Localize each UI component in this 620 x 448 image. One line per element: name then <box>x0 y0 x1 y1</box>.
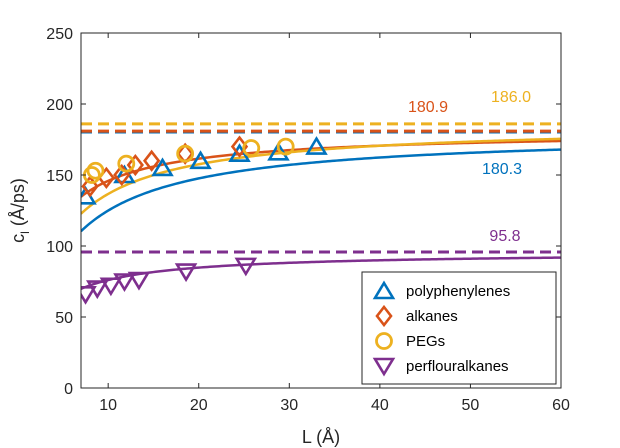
data-point-polyphenylenes-2 <box>151 157 174 177</box>
asymptote-label-pegs: 186.0 <box>491 89 531 106</box>
y-tick-label-50: 50 <box>55 310 73 327</box>
data-point-polyphenylenes-6 <box>305 136 328 155</box>
y-tick-label-200: 200 <box>46 97 73 114</box>
data-point-pegs-3 <box>176 144 195 163</box>
data-point-pegs-4 <box>242 139 261 157</box>
data-point-perflouralkanes-2 <box>99 277 123 297</box>
x-tick-label-20: 20 <box>190 397 208 414</box>
legend-label-alkanes: alkanes <box>406 308 458 325</box>
data-point-alkanes-5 <box>176 142 194 165</box>
data-point-alkanes-4 <box>142 149 161 172</box>
legend-label-polyphenylenes: polyphenylenes <box>406 283 510 300</box>
asymptote-label-perflouralkanes: 95.8 <box>489 228 520 245</box>
legend-marker-perflouralkanes <box>372 357 396 377</box>
x-axis-label: L (Å) <box>302 427 340 447</box>
data-point-perflouralkanes-6 <box>234 257 258 277</box>
legend-label-pegs: PEGs <box>406 333 445 350</box>
y-tick-label-250: 250 <box>46 26 73 43</box>
legend-marker-alkanes <box>375 304 393 328</box>
legend-label-perflouralkanes: perflouralkanes <box>406 358 509 375</box>
axes-box <box>80 32 562 389</box>
data-point-pegs-1 <box>86 161 105 180</box>
legend-marker-polyphenylenes <box>372 280 396 300</box>
fit-curve-pegs <box>81 137 561 215</box>
data-point-alkanes-3 <box>126 153 144 177</box>
data-point-pegs-2 <box>117 154 136 173</box>
data-point-polyphenylenes-5 <box>267 141 290 161</box>
legend-box <box>361 271 557 385</box>
data-point-perflouralkanes-4 <box>127 271 151 291</box>
data-point-pegs-5 <box>276 137 295 156</box>
data-point-perflouralkanes-5 <box>174 263 198 283</box>
y-axis-label: cl (Å/ps) <box>8 178 32 243</box>
y-tick-label-100: 100 <box>46 239 73 256</box>
y-tick-label-0: 0 <box>64 381 73 398</box>
legend-marker-pegs <box>375 332 393 350</box>
fit-curve-perflouralkanes <box>81 256 561 290</box>
x-tick-label-10: 10 <box>99 397 117 414</box>
y-axis-label-main: c <box>8 234 28 243</box>
data-point-polyphenylenes-4 <box>228 143 251 162</box>
plot-inner <box>81 122 561 305</box>
data-point-perflouralkanes-1 <box>86 280 109 300</box>
axes: 10 20 30 40 50 60 0 50 100 150 200 250 L (Å) cl (Å/ps… <box>8 26 570 447</box>
x-tick-label-60: 60 <box>552 397 570 414</box>
x-tick-label-50: 50 <box>462 397 480 414</box>
y-tick-label-150: 150 <box>46 168 73 185</box>
asymptote-label-alkanes: 180.9 <box>408 99 448 116</box>
y-axis-label-units: (Å/ps) <box>8 178 28 231</box>
plot-area: 180.3 180.9 186.0 95.8 <box>81 89 561 305</box>
y-axis-label-subscript: l <box>18 231 32 234</box>
x-tick-label-40: 40 <box>371 397 389 414</box>
x-tick-label-30: 30 <box>280 397 298 414</box>
data-point-polyphenylenes-3 <box>189 150 212 170</box>
data-point-perflouralkanes-3 <box>113 273 136 293</box>
asymptote-label-polyphenylenes: 180.3 <box>482 161 522 178</box>
fit-curve-polyphenylenes <box>81 148 561 233</box>
legend: polyphenylenes alkanes PEGs perflouralkanes <box>361 271 557 385</box>
